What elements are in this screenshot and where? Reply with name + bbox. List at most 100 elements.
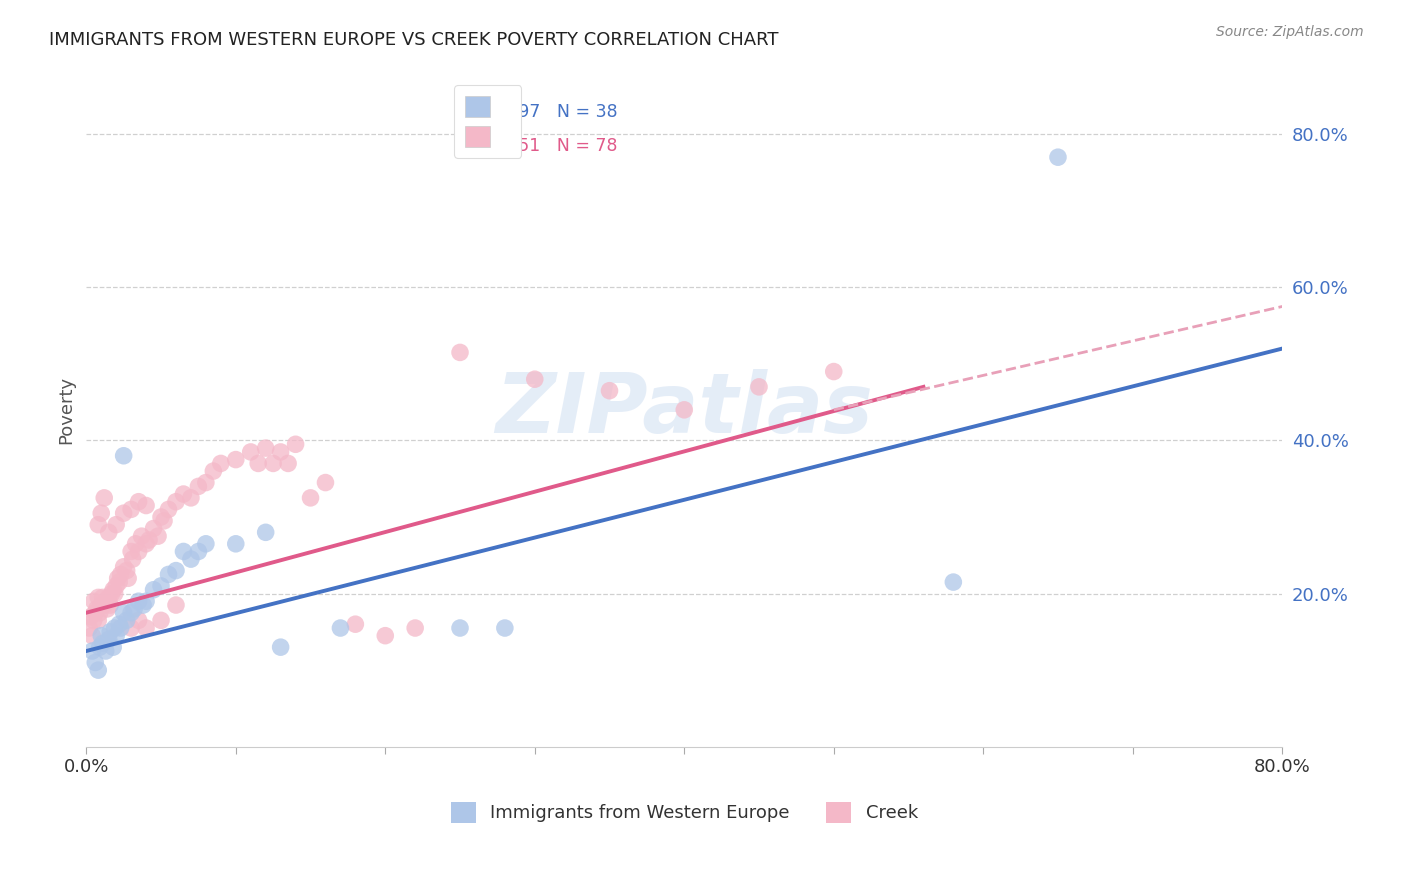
- Point: [194, 475, 217, 490]
- Point: [942, 575, 965, 590]
- Point: [112, 506, 135, 520]
- Y-axis label: Poverty: Poverty: [58, 376, 75, 444]
- Point: [82, 644, 104, 658]
- Point: [225, 452, 247, 467]
- Point: [187, 544, 209, 558]
- Point: [142, 582, 165, 597]
- Point: [90, 506, 112, 520]
- Point: [86, 602, 108, 616]
- Point: [87, 591, 110, 605]
- Point: [108, 575, 131, 590]
- Point: [120, 621, 142, 635]
- Point: [97, 525, 120, 540]
- Point: [117, 571, 139, 585]
- Point: [87, 663, 110, 677]
- Point: [449, 621, 471, 635]
- Point: [94, 644, 117, 658]
- Point: [599, 384, 621, 398]
- Point: [103, 640, 125, 655]
- Point: [87, 613, 110, 627]
- Point: [135, 499, 157, 513]
- Text: R = 0.551   N = 78: R = 0.551 N = 78: [454, 137, 619, 155]
- Text: IMMIGRANTS FROM WESTERN EUROPE VS CREEK POVERTY CORRELATION CHART: IMMIGRANTS FROM WESTERN EUROPE VS CREEK …: [49, 31, 779, 49]
- Point: [83, 613, 105, 627]
- Point: [105, 579, 128, 593]
- Point: [87, 517, 110, 532]
- Point: [97, 632, 120, 647]
- Point: [115, 613, 138, 627]
- Point: [270, 445, 292, 459]
- Point: [254, 525, 277, 540]
- Point: [247, 457, 270, 471]
- Point: [673, 402, 696, 417]
- Point: [165, 564, 187, 578]
- Point: [93, 598, 115, 612]
- Point: [150, 579, 173, 593]
- Point: [172, 544, 194, 558]
- Point: [91, 591, 114, 605]
- Point: [120, 502, 142, 516]
- Point: [104, 586, 127, 600]
- Point: [128, 594, 150, 608]
- Point: [172, 487, 194, 501]
- Point: [112, 606, 135, 620]
- Point: [98, 598, 121, 612]
- Point: [135, 621, 157, 635]
- Point: [132, 598, 155, 612]
- Point: [374, 629, 396, 643]
- Point: [150, 613, 173, 627]
- Point: [142, 521, 165, 535]
- Point: [165, 494, 187, 508]
- Point: [110, 621, 132, 635]
- Point: [202, 464, 225, 478]
- Point: [128, 544, 150, 558]
- Point: [105, 517, 128, 532]
- Point: [1046, 150, 1069, 164]
- Point: [122, 602, 145, 616]
- Point: [270, 640, 292, 655]
- Point: [180, 491, 202, 505]
- Point: [146, 529, 169, 543]
- Point: [112, 449, 135, 463]
- Point: [115, 564, 138, 578]
- Point: [80, 609, 103, 624]
- Legend: Immigrants from Western Europe, Creek: Immigrants from Western Europe, Creek: [441, 793, 927, 831]
- Text: ZIPatlas: ZIPatlas: [495, 369, 873, 450]
- Point: [239, 445, 262, 459]
- Point: [128, 613, 150, 627]
- Point: [89, 606, 111, 620]
- Point: [104, 621, 127, 635]
- Text: R = 0.597   N = 38: R = 0.597 N = 38: [454, 103, 619, 121]
- Point: [90, 598, 112, 612]
- Point: [344, 617, 367, 632]
- Point: [404, 621, 426, 635]
- Point: [120, 606, 142, 620]
- Point: [449, 345, 471, 359]
- Point: [523, 372, 546, 386]
- Point: [112, 559, 135, 574]
- Point: [209, 457, 232, 471]
- Point: [82, 629, 104, 643]
- Point: [314, 475, 336, 490]
- Point: [121, 552, 143, 566]
- Point: [748, 380, 770, 394]
- Point: [135, 537, 157, 551]
- Point: [120, 544, 142, 558]
- Point: [131, 529, 153, 543]
- Point: [150, 510, 173, 524]
- Point: [110, 567, 132, 582]
- Point: [138, 533, 160, 547]
- Point: [83, 594, 105, 608]
- Point: [157, 567, 180, 582]
- Point: [93, 491, 115, 505]
- Point: [91, 636, 114, 650]
- Point: [108, 617, 131, 632]
- Point: [494, 621, 516, 635]
- Point: [105, 629, 128, 643]
- Point: [165, 598, 187, 612]
- Point: [94, 594, 117, 608]
- Point: [187, 479, 209, 493]
- Point: [77, 621, 100, 635]
- Point: [107, 571, 129, 585]
- Point: [262, 457, 284, 471]
